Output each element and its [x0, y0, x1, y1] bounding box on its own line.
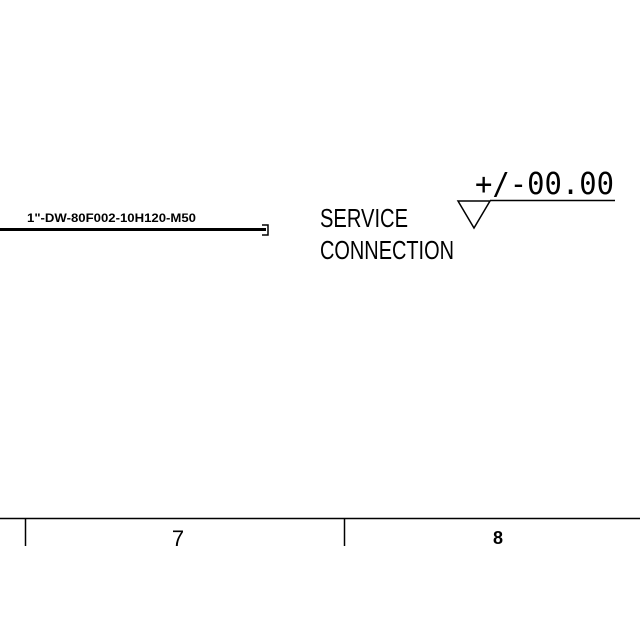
elevation-value: +/-00.00	[475, 167, 614, 202]
service-connection-label-line2: CONNECTION	[320, 235, 454, 265]
zone-label-8: 8	[493, 528, 503, 548]
zone-strip: 7 8	[0, 517, 640, 551]
service-connection-label-line1: SERVICE	[320, 203, 408, 233]
pipe-end-cap	[262, 224, 269, 236]
elevation-marker: +/-00.00	[456, 167, 615, 230]
pipe-line-tag: 1"-DW-80F002-10H120-M50	[27, 211, 196, 225]
elevation-triangle-icon	[456, 200, 492, 230]
pipe-line	[0, 224, 269, 236]
zone-label-7: 7	[172, 526, 184, 551]
